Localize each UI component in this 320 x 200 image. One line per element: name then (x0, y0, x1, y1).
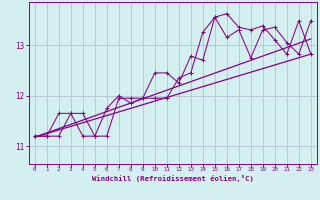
X-axis label: Windchill (Refroidissement éolien,°C): Windchill (Refroidissement éolien,°C) (92, 175, 254, 182)
